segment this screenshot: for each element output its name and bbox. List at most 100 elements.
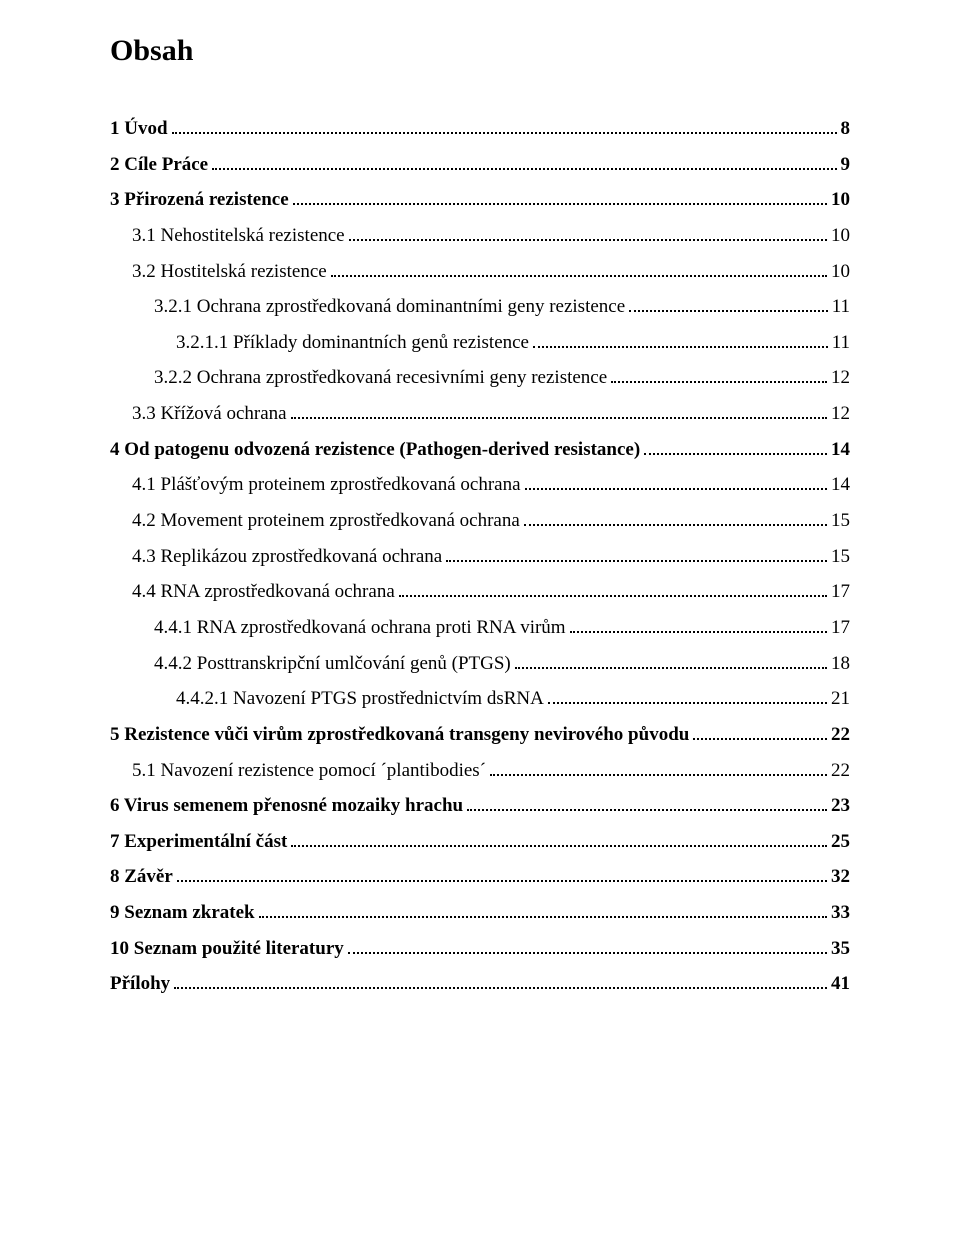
toc-entry-page: 14 (829, 472, 850, 498)
toc-leader (524, 514, 827, 526)
toc-entry-title: 4.1 Plášťovým proteinem zprostředkovaná … (132, 472, 521, 498)
toc-entry-page: 12 (829, 365, 850, 391)
toc-leader (490, 763, 827, 775)
toc-leader (533, 335, 828, 347)
toc-entry-page: 41 (829, 971, 850, 997)
toc-leader (291, 834, 827, 846)
toc-entry-title: 3.2 Hostitelská rezistence (132, 259, 327, 285)
toc-entry-page: 11 (830, 330, 850, 356)
toc-leader (331, 264, 827, 276)
toc-entry-title: 4.3 Replikázou zprostředkovaná ochrana (132, 544, 442, 570)
toc-leader (611, 371, 827, 383)
toc-entry: 10 Seznam použité literatury 35 (110, 936, 850, 962)
toc-leader (548, 692, 827, 704)
toc-entry-title: 2 Cíle Práce (110, 152, 208, 178)
toc-entry: 3.3 Křížová ochrana 12 (132, 401, 850, 427)
toc-entry-title: 3 Přirozená rezistence (110, 187, 289, 213)
toc-entry: 3 Přirozená rezistence 10 (110, 187, 850, 213)
toc-leader (348, 941, 827, 953)
toc-entry-title: 3.2.1 Ochrana zprostředkovaná dominantní… (154, 294, 625, 320)
toc-leader (515, 656, 827, 668)
toc-entry: 3.2 Hostitelská rezistence 10 (132, 259, 850, 285)
toc-leader (291, 407, 827, 419)
table-of-contents: 1 Úvod8 2 Cíle Práce 9 3 Přirozená rezisten… (110, 116, 850, 997)
toc-entry-page: 12 (829, 401, 850, 427)
toc-entry-page: 33 (829, 900, 850, 926)
toc-entry-title: 10 Seznam použité literatury (110, 936, 344, 962)
toc-leader (525, 478, 827, 490)
toc-entry-title: 4.2 Movement proteinem zprostředkovaná o… (132, 508, 520, 534)
toc-entry-page: 35 (829, 936, 850, 962)
toc-entry-title: 3.3 Křížová ochrana (132, 401, 287, 427)
toc-entry-page: 18 (829, 651, 850, 677)
toc-entry-title: Přílohy (110, 971, 170, 997)
toc-entry: 6 Virus semenem přenosné mozaiky hrachu 2… (110, 793, 850, 819)
toc-entry-title: 3.2.2 Ochrana zprostředkovaná recesivním… (154, 365, 607, 391)
toc-entry: 3.1 Nehostitelská rezistence 10 (132, 223, 850, 249)
toc-entry: 4.2 Movement proteinem zprostředkovaná o… (132, 508, 850, 534)
toc-entry-page: 23 (829, 793, 850, 819)
toc-entry: 4.3 Replikázou zprostředkovaná ochrana 15 (132, 544, 850, 570)
toc-entry: 4.4.1 RNA zprostředkovaná ochrana proti … (154, 615, 850, 641)
toc-entry: 8 Závěr 32 (110, 864, 850, 890)
toc-leader (446, 549, 827, 561)
toc-entry-title: 4.4 RNA zprostředkovaná ochrana (132, 579, 395, 605)
toc-leader (629, 300, 828, 312)
toc-leader (293, 193, 827, 205)
toc-entry-title: 4.4.2 Posttranskripční umlčování genů (P… (154, 651, 511, 677)
toc-entry-title: 4 Od patogenu odvozená rezistence (Patho… (110, 437, 640, 463)
toc-entry: 3.2.1.1 Příklady dominantních genů rezis… (176, 330, 850, 356)
toc-entry: 9 Seznam zkratek 33 (110, 900, 850, 926)
toc-leader (174, 977, 827, 989)
toc-entry-title: 9 Seznam zkratek (110, 900, 255, 926)
toc-leader (212, 157, 836, 169)
toc-entry-page: 10 (829, 223, 850, 249)
toc-entry-title: 8 Závěr (110, 864, 173, 890)
toc-entry-page: 25 (829, 829, 850, 855)
toc-leader (259, 906, 827, 918)
toc-entry-title: 5 Rezistence vůči virům zprostředkovaná … (110, 722, 689, 748)
toc-entry-page: 32 (829, 864, 850, 890)
toc-entry-title: 4.4.2.1 Navození PTGS prostřednictvím ds… (176, 686, 544, 712)
toc-leader (172, 122, 837, 134)
toc-entry-page: 14 (829, 437, 850, 463)
toc-entry: 4.4.2 Posttranskripční umlčování genů (P… (154, 651, 850, 677)
toc-leader (467, 799, 827, 811)
toc-leader (399, 585, 827, 597)
toc-entry-title: 7 Experimentální část (110, 829, 287, 855)
toc-entry-page: 22 (829, 722, 850, 748)
toc-entry: 4.1 Plášťovým proteinem zprostředkovaná … (132, 472, 850, 498)
toc-entry-title: 3.2.1.1 Příklady dominantních genů rezis… (176, 330, 529, 356)
toc-entry-page: 15 (829, 544, 850, 570)
page-title: Obsah (110, 34, 850, 68)
toc-entry: Přílohy 41 (110, 971, 850, 997)
toc-entry-page: 9 (839, 152, 851, 178)
toc-entry: 1 Úvod8 (110, 116, 850, 142)
toc-entry: 4.4 RNA zprostředkovaná ochrana 17 (132, 579, 850, 605)
toc-entry: 3.2.1 Ochrana zprostředkovaná dominantní… (154, 294, 850, 320)
toc-leader (177, 870, 827, 882)
toc-leader (644, 442, 827, 454)
toc-entry: 4 Od patogenu odvozená rezistence (Patho… (110, 437, 850, 463)
toc-entry-title: 6 Virus semenem přenosné mozaiky hrachu (110, 793, 463, 819)
toc-entry: 5 Rezistence vůči virům zprostředkovaná … (110, 722, 850, 748)
toc-leader (570, 621, 827, 633)
toc-entry-page: 8 (839, 116, 851, 142)
toc-entry-page: 17 (829, 615, 850, 641)
toc-entry: 2 Cíle Práce 9 (110, 152, 850, 178)
toc-entry-page: 10 (829, 187, 850, 213)
toc-leader (693, 727, 827, 739)
toc-entry: 4.4.2.1 Navození PTGS prostřednictvím ds… (176, 686, 850, 712)
toc-entry: 5.1 Navození rezistence pomocí ´plantibo… (132, 758, 850, 784)
toc-entry-page: 22 (829, 758, 850, 784)
toc-entry-page: 17 (829, 579, 850, 605)
toc-entry-title: 4.4.1 RNA zprostředkovaná ochrana proti … (154, 615, 566, 641)
toc-entry-title: 5.1 Navození rezistence pomocí ´plantibo… (132, 758, 486, 784)
toc-entry-page: 15 (829, 508, 850, 534)
toc-entry-title: 3.1 Nehostitelská rezistence (132, 223, 345, 249)
toc-entry-page: 21 (829, 686, 850, 712)
page: Obsah 1 Úvod8 2 Cíle Práce 9 3 Přirozená re… (0, 0, 960, 1237)
toc-entry: 7 Experimentální část 25 (110, 829, 850, 855)
toc-entry: 3.2.2 Ochrana zprostředkovaná recesivním… (154, 365, 850, 391)
toc-entry-page: 10 (829, 259, 850, 285)
